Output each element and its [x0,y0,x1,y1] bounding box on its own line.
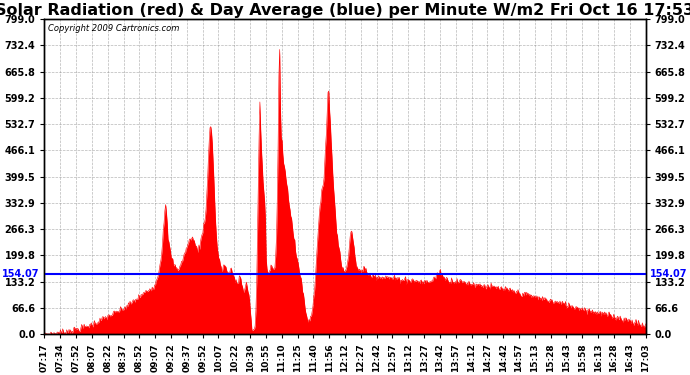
Title: Solar Radiation (red) & Day Average (blue) per Minute W/m2 Fri Oct 16 17:53: Solar Radiation (red) & Day Average (blu… [0,3,690,18]
Text: 154.07: 154.07 [650,268,688,279]
Text: 154.07: 154.07 [2,268,40,279]
Text: Copyright 2009 Cartronics.com: Copyright 2009 Cartronics.com [48,24,179,33]
